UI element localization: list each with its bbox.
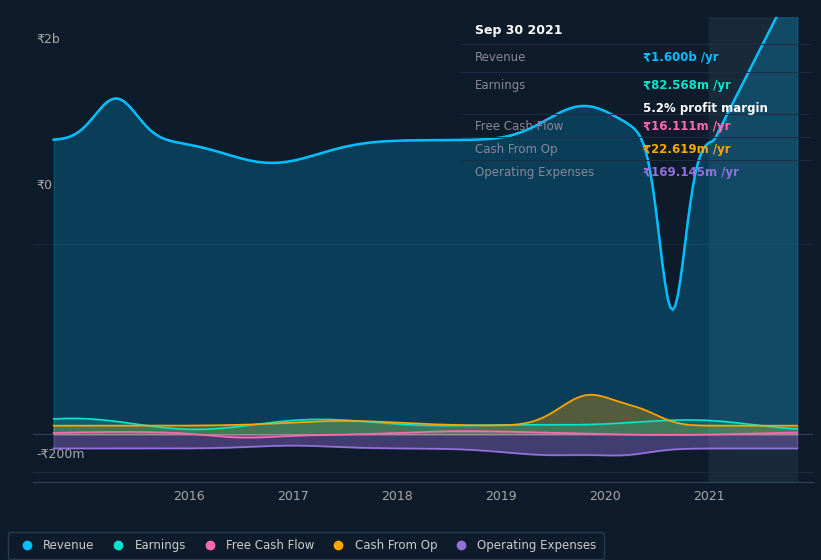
Text: Sep 30 2021: Sep 30 2021	[475, 25, 563, 38]
Text: ₹1.600b /yr: ₹1.600b /yr	[643, 51, 718, 64]
Text: ₹2b: ₹2b	[37, 33, 61, 46]
Text: ₹16.111m /yr: ₹16.111m /yr	[643, 120, 731, 133]
Text: ₹82.568m /yr: ₹82.568m /yr	[643, 79, 731, 92]
Text: Earnings: Earnings	[475, 79, 527, 92]
Text: Free Cash Flow: Free Cash Flow	[475, 120, 564, 133]
Text: Operating Expenses: Operating Expenses	[475, 166, 594, 180]
Text: ₹0: ₹0	[37, 179, 53, 192]
Text: ₹169.145m /yr: ₹169.145m /yr	[643, 166, 739, 180]
Text: 5.2% profit margin: 5.2% profit margin	[643, 102, 768, 115]
Bar	[709, 17, 797, 482]
Text: Revenue: Revenue	[475, 51, 527, 64]
Text: -₹200m: -₹200m	[37, 447, 85, 461]
Text: Cash From Op: Cash From Op	[475, 143, 557, 156]
Text: ₹22.619m /yr: ₹22.619m /yr	[643, 143, 731, 156]
Legend: Revenue, Earnings, Free Cash Flow, Cash From Op, Operating Expenses: Revenue, Earnings, Free Cash Flow, Cash …	[8, 532, 603, 559]
